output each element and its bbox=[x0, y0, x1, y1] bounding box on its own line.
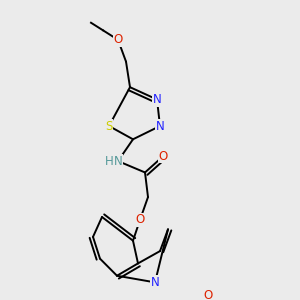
Text: O: O bbox=[113, 33, 123, 46]
Text: S: S bbox=[105, 119, 113, 133]
Text: N: N bbox=[114, 154, 122, 168]
Text: N: N bbox=[156, 119, 164, 133]
Text: N: N bbox=[153, 93, 161, 106]
Text: O: O bbox=[203, 289, 213, 300]
Text: O: O bbox=[135, 213, 145, 226]
Text: O: O bbox=[158, 150, 168, 163]
Text: H: H bbox=[105, 154, 113, 168]
Text: N: N bbox=[151, 276, 159, 289]
